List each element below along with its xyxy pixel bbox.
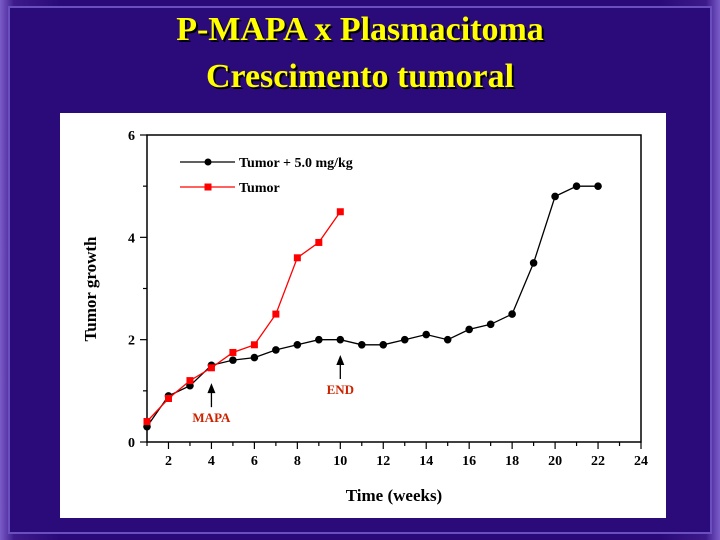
y-axis-label: Tumor growth xyxy=(81,236,100,342)
data-point-treated xyxy=(529,259,538,267)
x-tick-label: 24 xyxy=(634,454,648,469)
data-point-treated xyxy=(422,330,431,339)
legend-label-treated: Tumor + 5.0 mg/kg xyxy=(239,156,353,171)
data-point-tumor xyxy=(272,310,280,318)
series-line-tumor xyxy=(146,211,341,422)
data-point-tumor xyxy=(164,395,172,403)
data-point-treated xyxy=(293,340,302,349)
data-point-tumor xyxy=(186,377,194,385)
data-point-treated xyxy=(315,335,323,344)
data-point-treated xyxy=(486,320,495,329)
y-tick-label: 6 xyxy=(128,129,135,144)
legend: Tumor + 5.0 mg/kg Tumor xyxy=(180,156,353,196)
data-point-treated xyxy=(465,325,473,334)
x-tick-label: 14 xyxy=(419,454,433,469)
x-tick-label: 2 xyxy=(165,454,172,469)
annotation-label: END xyxy=(327,382,354,397)
data-point-tumor xyxy=(229,348,237,356)
x-tick-label: 18 xyxy=(505,454,519,469)
series-line-treated xyxy=(146,185,598,427)
x-tick-label: 22 xyxy=(591,454,605,469)
plot-frame xyxy=(146,134,642,443)
data-point-tumor xyxy=(293,254,301,262)
x-tick-label: 16 xyxy=(462,454,476,469)
slide-title: P-MAPA x Plasmacitoma xyxy=(176,11,544,48)
data-point-treated xyxy=(551,192,559,201)
x-tick-label: 6 xyxy=(251,454,258,469)
x-tick-label: 10 xyxy=(333,454,347,469)
x-tick-label: 4 xyxy=(208,454,215,469)
slide-subtitle: Crescimento tumoral xyxy=(205,58,515,95)
x-tick-label: 20 xyxy=(548,454,562,469)
data-point-tumor xyxy=(207,364,215,372)
x-tick-label: 8 xyxy=(294,454,301,469)
data-point-tumor xyxy=(250,341,258,349)
data-point-treated xyxy=(443,335,452,344)
data-point-treated xyxy=(272,346,280,354)
y-tick-label: 4 xyxy=(128,231,135,246)
data-point-treated xyxy=(336,335,345,344)
x-tick-label: 12 xyxy=(376,454,390,469)
data-point-treated xyxy=(594,182,602,190)
data-point-treated xyxy=(572,182,581,190)
data-point-treated xyxy=(250,353,259,362)
data-point-tumor xyxy=(315,238,323,246)
annotation-label: MAPA xyxy=(192,410,231,425)
legend-label-tumor: Tumor xyxy=(239,181,280,196)
data-point-tumor xyxy=(336,208,344,216)
data-point-treated xyxy=(357,340,366,349)
annotation-arrow-head xyxy=(207,383,216,394)
y-tick-label: 0 xyxy=(128,436,135,451)
data-point-treated xyxy=(229,356,237,364)
data-point-tumor xyxy=(143,418,151,426)
annotation-arrow-head xyxy=(336,355,345,366)
legend-marker-tumor xyxy=(204,183,212,191)
y-tick-label: 2 xyxy=(128,334,135,349)
data-point-treated xyxy=(508,310,516,318)
legend-marker-treated xyxy=(204,158,212,166)
data-point-treated xyxy=(379,340,388,349)
x-axis-label: Time (weeks) xyxy=(346,486,442,505)
data-point-treated xyxy=(400,335,409,344)
